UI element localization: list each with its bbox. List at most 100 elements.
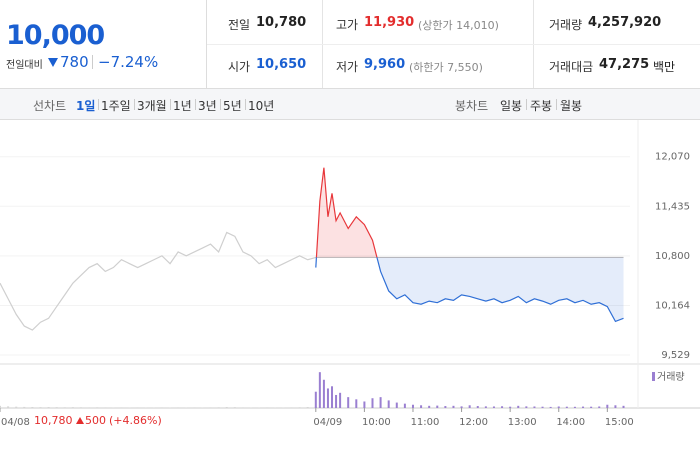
x-tick-label: 11:00 bbox=[411, 417, 440, 428]
line-up bbox=[315, 167, 378, 258]
volume-bar bbox=[517, 405, 520, 408]
tab[interactable]: 3개월 bbox=[137, 99, 167, 113]
volume-bar bbox=[144, 407, 147, 408]
x-tick-label: 12:00 bbox=[459, 417, 488, 428]
stat-value: 4,257,920 bbox=[588, 15, 662, 30]
volume-bar bbox=[250, 407, 253, 408]
header bbox=[0, 0, 700, 89]
volume-bar bbox=[314, 391, 317, 408]
y-tick-label: 11,435 bbox=[655, 201, 690, 212]
volume-bar bbox=[549, 406, 552, 408]
stat-label: 거래대금 bbox=[549, 60, 594, 74]
x-tick-label: 10:00 bbox=[362, 417, 391, 428]
sep bbox=[98, 99, 99, 110]
volume-bar bbox=[318, 372, 321, 408]
volume-bar bbox=[15, 406, 18, 408]
sep bbox=[526, 99, 527, 110]
volume-bar bbox=[411, 404, 414, 408]
volume-bar bbox=[339, 392, 342, 408]
volume-bar bbox=[395, 402, 398, 408]
tab[interactable]: 5년 bbox=[223, 99, 242, 113]
legend-swatch bbox=[652, 372, 655, 381]
volume-bar bbox=[525, 406, 528, 408]
tab[interactable]: 주봉 bbox=[530, 99, 553, 113]
tab[interactable]: 1일 bbox=[76, 99, 96, 113]
volume-bar bbox=[298, 407, 301, 408]
volume-bar bbox=[152, 407, 155, 408]
stat-label: 시가 bbox=[228, 60, 251, 74]
volume-bar bbox=[104, 407, 107, 408]
volume-bar bbox=[185, 407, 188, 408]
stat-label: 전일 bbox=[228, 18, 251, 32]
prev-change: 500 bbox=[85, 414, 106, 427]
volume-bar bbox=[420, 405, 423, 408]
volume-bar bbox=[379, 397, 382, 408]
volume-bar bbox=[371, 398, 374, 408]
volume-bar bbox=[290, 407, 293, 408]
x-tick-label: 04/08 bbox=[1, 417, 30, 428]
volume-bar bbox=[169, 407, 172, 408]
y-tick-label: 12,070 bbox=[655, 152, 690, 163]
volume-bar bbox=[306, 407, 309, 408]
stat-note: (상한가 14,010) bbox=[418, 19, 499, 32]
stat-label: 거래량 bbox=[549, 18, 583, 32]
stat-note: (하한가 7,550) bbox=[409, 61, 483, 74]
volume-bar bbox=[47, 407, 50, 408]
tab[interactable]: 10년 bbox=[248, 99, 275, 113]
legend-label: 거래량 bbox=[657, 371, 685, 383]
line bbox=[0, 231, 316, 331]
volume-bar bbox=[233, 407, 236, 408]
tab[interactable]: 일봉 bbox=[500, 99, 523, 113]
volume-bar bbox=[492, 406, 495, 408]
volume-bar bbox=[590, 406, 593, 408]
volume-bar bbox=[436, 405, 439, 408]
volume-bar bbox=[326, 388, 329, 408]
volume-bar bbox=[598, 406, 601, 408]
volume-bar bbox=[266, 407, 269, 408]
tab[interactable]: 1주일 bbox=[101, 99, 131, 113]
tab-label: 선차트 bbox=[33, 99, 67, 113]
volume-bar bbox=[428, 405, 431, 408]
volume-bar bbox=[112, 407, 115, 408]
volume-bar bbox=[241, 407, 244, 408]
tab[interactable]: 월봉 bbox=[560, 99, 583, 113]
volume-bar bbox=[63, 407, 66, 408]
tab[interactable]: 1년 bbox=[173, 99, 192, 113]
volume-bar bbox=[136, 407, 139, 408]
y-tick-label: 10,164 bbox=[655, 300, 690, 311]
prev-price: 10,780 bbox=[34, 414, 73, 427]
volume-bar bbox=[363, 401, 366, 408]
sep bbox=[134, 99, 135, 110]
volume-bar bbox=[622, 405, 625, 408]
volume-bar bbox=[7, 406, 10, 408]
volume-bar bbox=[282, 407, 285, 408]
sep bbox=[92, 55, 93, 69]
down-icon bbox=[48, 58, 58, 67]
stat-value: 11,930 bbox=[364, 15, 415, 30]
volume-bar bbox=[347, 397, 350, 408]
x-tick-label: 13:00 bbox=[508, 417, 537, 428]
stat-value: 10,780 bbox=[256, 15, 307, 30]
volume-bar bbox=[128, 407, 131, 408]
volume-bar bbox=[452, 405, 455, 408]
prev-change-pct: (+4.86%) bbox=[109, 414, 162, 427]
volume-bar bbox=[55, 407, 58, 408]
volume-bar bbox=[541, 406, 544, 408]
volume-bar bbox=[193, 407, 196, 408]
up-icon bbox=[76, 417, 84, 424]
area-down bbox=[315, 257, 624, 322]
sep bbox=[195, 99, 196, 110]
divider bbox=[207, 44, 700, 45]
y-tick-label: 9,529 bbox=[661, 350, 690, 361]
volume-bar bbox=[444, 406, 447, 408]
sep bbox=[556, 99, 557, 110]
x-tick-label: 14:00 bbox=[556, 417, 585, 428]
change-label: 전일대비 bbox=[6, 60, 43, 71]
volume-bar bbox=[160, 407, 163, 408]
tab[interactable]: 3년 bbox=[198, 99, 217, 113]
volume-bar bbox=[209, 407, 212, 408]
divider bbox=[206, 0, 207, 88]
volume-bar bbox=[484, 406, 487, 408]
volume-bar bbox=[274, 407, 277, 408]
